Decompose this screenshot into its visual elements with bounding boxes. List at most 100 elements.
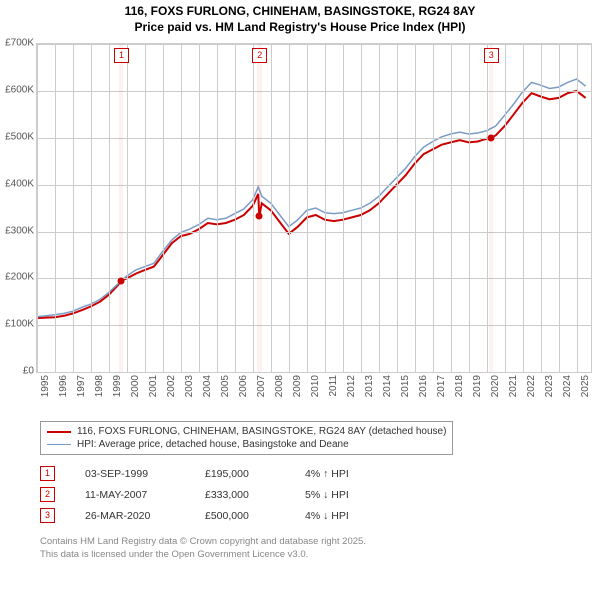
legend-row: 116, FOXS FURLONG, CHINEHAM, BASINGSTOKE…	[47, 425, 446, 438]
x-tick-label: 2008	[274, 375, 285, 405]
legend-swatch	[47, 444, 71, 445]
x-tick-label: 2005	[220, 375, 231, 405]
x-tick-label: 2006	[238, 375, 249, 405]
gridline-v	[163, 44, 164, 372]
sale-hpi: 4% ↑ HPI	[305, 468, 385, 480]
gridline-v	[505, 44, 506, 372]
sale-number-box: 2	[40, 487, 55, 502]
sales-row: 103-SEP-1999£195,0004% ↑ HPI	[40, 463, 600, 484]
gridline-v	[469, 44, 470, 372]
gridline-v	[343, 44, 344, 372]
legend-label: HPI: Average price, detached house, Basi…	[77, 439, 349, 450]
sale-price: £333,000	[205, 489, 275, 501]
y-tick-label: £400K	[0, 178, 34, 189]
sale-hpi: 4% ↓ HPI	[305, 510, 385, 522]
gridline-v	[361, 44, 362, 372]
gridline-v	[379, 44, 380, 372]
x-tick-label: 2025	[580, 375, 591, 405]
gridline-v	[199, 44, 200, 372]
x-tick-label: 2004	[202, 375, 213, 405]
x-tick-label: 2017	[436, 375, 447, 405]
sale-hpi: 5% ↓ HPI	[305, 489, 385, 501]
x-tick-label: 1997	[76, 375, 87, 405]
x-tick-label: 2018	[454, 375, 465, 405]
gridline-v	[325, 44, 326, 372]
gridline-v	[37, 44, 38, 372]
x-tick-label: 2009	[292, 375, 303, 405]
x-tick-label: 2003	[184, 375, 195, 405]
x-tick-label: 2001	[148, 375, 159, 405]
x-tick-label: 2010	[310, 375, 321, 405]
x-tick-label: 2014	[382, 375, 393, 405]
x-tick-label: 1999	[112, 375, 123, 405]
page-container: 116, FOXS FURLONG, CHINEHAM, BASINGSTOKE…	[0, 0, 600, 567]
sale-date: 03-SEP-1999	[85, 468, 175, 480]
x-tick-label: 2020	[490, 375, 501, 405]
sale-price: £500,000	[205, 510, 275, 522]
legend-row: HPI: Average price, detached house, Basi…	[47, 438, 446, 451]
sales-table: 103-SEP-1999£195,0004% ↑ HPI211-MAY-2007…	[40, 463, 600, 526]
footer-line-2: This data is licensed under the Open Gov…	[40, 549, 600, 561]
x-tick-label: 2024	[562, 375, 573, 405]
legend: 116, FOXS FURLONG, CHINEHAM, BASINGSTOKE…	[40, 421, 453, 455]
plot-area: 1 2 3	[36, 43, 592, 373]
x-tick-label: 2022	[526, 375, 537, 405]
x-tick-label: 2023	[544, 375, 555, 405]
gridline-v	[577, 44, 578, 372]
sales-row: 2 11-MAY-2007 £333,000 5% ↓ HPI	[40, 484, 600, 505]
sale-date: 26-MAR-2020	[85, 510, 175, 522]
y-tick-label: £100K	[0, 319, 34, 330]
sale-marker-box: 2	[252, 48, 267, 63]
y-tick-label: £600K	[0, 85, 34, 96]
gridline-v	[73, 44, 74, 372]
sale-marker-box: 1	[114, 48, 129, 63]
sale-shade	[257, 44, 261, 372]
sale-dot	[487, 134, 494, 141]
gridline-v	[451, 44, 452, 372]
gridline-v	[253, 44, 254, 372]
x-tick-label: 2016	[418, 375, 429, 405]
y-tick-label: £0	[0, 366, 34, 377]
gridline-v	[91, 44, 92, 372]
x-tick-label: 1998	[94, 375, 105, 405]
gridline-v	[487, 44, 488, 372]
title-line-2: Price paid vs. HM Land Registry's House …	[0, 20, 600, 36]
sales-row: 3 26-MAR-2020 £500,000 4% ↓ HPI	[40, 505, 600, 526]
x-tick-label: 2012	[346, 375, 357, 405]
title-line-1: 116, FOXS FURLONG, CHINEHAM, BASINGSTOKE…	[0, 4, 600, 20]
sale-dot	[256, 213, 263, 220]
x-tick-label: 2000	[130, 375, 141, 405]
x-tick-label: 2015	[400, 375, 411, 405]
gridline-v	[109, 44, 110, 372]
x-tick-label: 2011	[328, 375, 339, 405]
sale-number-box: 1	[40, 466, 55, 481]
sale-date: 11-MAY-2007	[85, 489, 175, 501]
x-tick-label: 2019	[472, 375, 483, 405]
gridline-v	[433, 44, 434, 372]
chart-title: 116, FOXS FURLONG, CHINEHAM, BASINGSTOKE…	[0, 0, 600, 37]
footer-line-1: Contains HM Land Registry data © Crown c…	[40, 536, 600, 548]
gridline-v	[145, 44, 146, 372]
gridline-v	[541, 44, 542, 372]
legend-swatch	[47, 431, 71, 433]
y-tick-label: £500K	[0, 131, 34, 142]
gridline-v	[55, 44, 56, 372]
sale-shade	[489, 44, 493, 372]
sale-marker-box: 3	[484, 48, 499, 63]
gridline-v	[181, 44, 182, 372]
x-tick-label: 2021	[508, 375, 519, 405]
x-tick-label: 2007	[256, 375, 267, 405]
sale-shade	[119, 44, 123, 372]
gridline-v	[523, 44, 524, 372]
y-tick-label: £700K	[0, 38, 34, 49]
gridline-v	[271, 44, 272, 372]
gridline-v	[559, 44, 560, 372]
x-tick-label: 2013	[364, 375, 375, 405]
gridline-v	[127, 44, 128, 372]
gridline-v	[415, 44, 416, 372]
x-tick-label: 1995	[40, 375, 51, 405]
x-tick-label: 1996	[58, 375, 69, 405]
gridline-v	[217, 44, 218, 372]
gridline-h	[37, 372, 591, 373]
sale-number-box: 3	[40, 508, 55, 523]
